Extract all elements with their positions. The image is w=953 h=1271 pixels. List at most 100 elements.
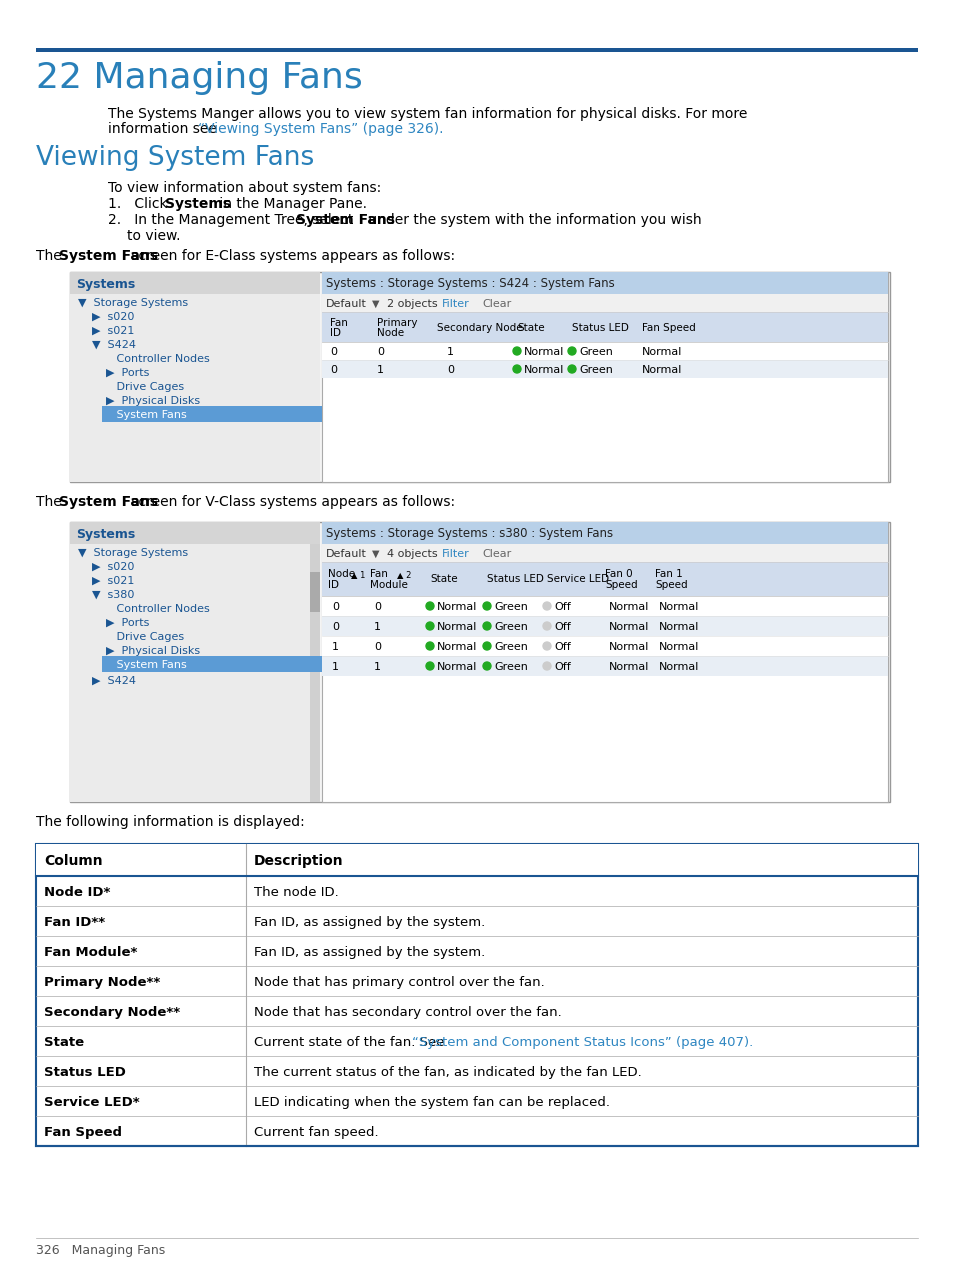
Text: “System and Component Status Icons” (page 407).: “System and Component Status Icons” (pag… xyxy=(412,1036,753,1049)
Bar xyxy=(70,522,889,802)
Bar xyxy=(322,544,887,562)
Text: 0: 0 xyxy=(376,347,384,357)
Text: LED indicating when the system fan can be replaced.: LED indicating when the system fan can b… xyxy=(253,1096,609,1110)
Text: Off: Off xyxy=(554,662,570,672)
Bar xyxy=(322,272,887,482)
Bar xyxy=(322,294,887,311)
Text: to view.: to view. xyxy=(127,229,180,243)
Text: ▶  Physical Disks: ▶ Physical Disks xyxy=(106,646,200,656)
Circle shape xyxy=(482,622,491,630)
Text: Module: Module xyxy=(370,580,408,590)
Bar xyxy=(36,844,917,1146)
Text: 0: 0 xyxy=(374,642,380,652)
Circle shape xyxy=(482,662,491,670)
Text: ▶  Ports: ▶ Ports xyxy=(106,618,150,628)
Bar xyxy=(322,522,887,802)
Circle shape xyxy=(426,662,434,670)
Text: Status LED: Status LED xyxy=(572,323,628,333)
Text: Systems : Storage Systems : S424 : System Fans: Systems : Storage Systems : S424 : Syste… xyxy=(326,277,614,290)
Text: ▶  Ports: ▶ Ports xyxy=(106,369,150,377)
Text: Fan: Fan xyxy=(330,318,348,328)
Text: Fan 0: Fan 0 xyxy=(604,569,632,580)
Text: Systems: Systems xyxy=(165,197,231,211)
Text: in the Manager Pane.: in the Manager Pane. xyxy=(214,197,367,211)
Text: Green: Green xyxy=(494,602,527,613)
Text: Normal: Normal xyxy=(523,347,564,357)
Circle shape xyxy=(513,347,520,355)
Text: ▲ 1: ▲ 1 xyxy=(351,569,365,580)
Bar xyxy=(322,522,887,544)
Text: ▶  s021: ▶ s021 xyxy=(91,576,134,586)
Text: Node that has secondary control over the fan.: Node that has secondary control over the… xyxy=(253,1007,561,1019)
Text: Off: Off xyxy=(554,602,570,613)
Text: Viewing System Fans: Viewing System Fans xyxy=(36,145,314,172)
Text: Service LED: Service LED xyxy=(546,574,608,583)
Circle shape xyxy=(542,642,551,649)
Text: Controller Nodes: Controller Nodes xyxy=(106,604,210,614)
Text: ▼  S424: ▼ S424 xyxy=(91,341,136,350)
Text: ▼: ▼ xyxy=(372,299,379,309)
Text: The following information is displayed:: The following information is displayed: xyxy=(36,815,304,829)
Text: screen for V-Class systems appears as follows:: screen for V-Class systems appears as fo… xyxy=(127,494,455,508)
Text: ▼  s380: ▼ s380 xyxy=(91,590,134,600)
Text: 4 objects: 4 objects xyxy=(387,549,437,559)
Text: ▶  S424: ▶ S424 xyxy=(91,676,136,686)
Text: 1: 1 xyxy=(447,347,454,357)
Circle shape xyxy=(567,365,576,372)
Text: Description: Description xyxy=(253,854,343,868)
Circle shape xyxy=(482,642,491,649)
Text: Filter: Filter xyxy=(441,299,469,309)
Text: Green: Green xyxy=(494,642,527,652)
Text: 0: 0 xyxy=(330,347,336,357)
Text: Node ID*: Node ID* xyxy=(44,886,111,899)
Text: ID: ID xyxy=(328,580,338,590)
Text: Off: Off xyxy=(554,622,570,632)
Text: Green: Green xyxy=(578,365,612,375)
Text: Normal: Normal xyxy=(436,622,476,632)
Circle shape xyxy=(542,662,551,670)
Text: Drive Cages: Drive Cages xyxy=(106,383,184,391)
Text: Node that has primary control over the fan.: Node that has primary control over the f… xyxy=(253,976,544,989)
Text: screen for E-Class systems appears as follows:: screen for E-Class systems appears as fo… xyxy=(127,249,455,263)
Text: 0: 0 xyxy=(332,622,338,632)
Text: Current state of the fan. See: Current state of the fan. See xyxy=(253,1036,448,1049)
Text: Current fan speed.: Current fan speed. xyxy=(253,1126,378,1139)
Text: 0: 0 xyxy=(374,602,380,613)
Text: Normal: Normal xyxy=(608,642,649,652)
Text: Fan Module*: Fan Module* xyxy=(44,946,137,960)
Bar xyxy=(70,272,319,482)
Text: Speed: Speed xyxy=(655,580,687,590)
Text: 2 objects: 2 objects xyxy=(387,299,437,309)
Text: ▶  s020: ▶ s020 xyxy=(91,311,134,322)
Text: ▼  Storage Systems: ▼ Storage Systems xyxy=(78,548,188,558)
Bar xyxy=(70,272,889,482)
Text: 1.   Click: 1. Click xyxy=(108,197,172,211)
Text: State: State xyxy=(517,323,544,333)
Text: Secondary Node**: Secondary Node** xyxy=(44,1007,180,1019)
Bar xyxy=(322,616,887,636)
Text: Node: Node xyxy=(328,569,355,580)
Text: Normal: Normal xyxy=(641,365,681,375)
Bar xyxy=(102,405,322,422)
Text: information see: information see xyxy=(108,122,221,136)
Text: Normal: Normal xyxy=(436,662,476,672)
Text: 326   Managing Fans: 326 Managing Fans xyxy=(36,1244,165,1257)
Circle shape xyxy=(482,602,491,610)
Bar xyxy=(322,562,887,596)
Text: Fan ID, as assigned by the system.: Fan ID, as assigned by the system. xyxy=(253,916,485,929)
Bar xyxy=(70,272,319,294)
Text: Normal: Normal xyxy=(608,662,649,672)
Text: Normal: Normal xyxy=(659,602,699,613)
Text: Off: Off xyxy=(554,642,570,652)
Text: Normal: Normal xyxy=(608,622,649,632)
Bar xyxy=(322,360,887,377)
Text: Secondary Node: Secondary Node xyxy=(436,323,522,333)
Text: System Fans: System Fans xyxy=(106,660,187,670)
Text: Normal: Normal xyxy=(523,365,564,375)
Text: Column: Column xyxy=(44,854,103,868)
Circle shape xyxy=(426,602,434,610)
Text: 1: 1 xyxy=(332,642,338,652)
Bar xyxy=(36,844,917,876)
Text: Service LED*: Service LED* xyxy=(44,1096,139,1110)
Text: The current status of the fan, as indicated by the fan LED.: The current status of the fan, as indica… xyxy=(253,1066,641,1079)
